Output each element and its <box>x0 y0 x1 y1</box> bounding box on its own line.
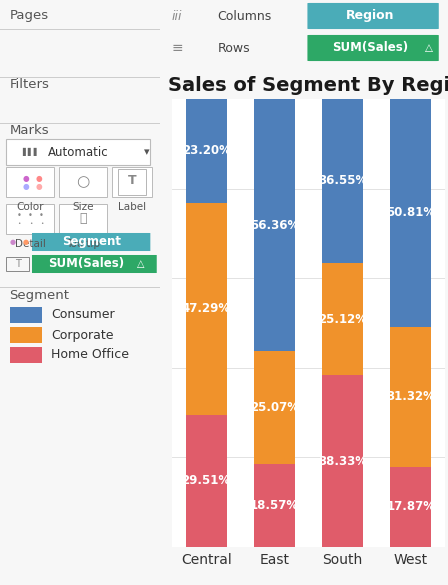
Bar <box>254 352 295 464</box>
Bar <box>185 99 227 203</box>
Text: ●: ● <box>22 174 29 183</box>
Text: Size: Size <box>73 202 94 212</box>
Bar <box>185 415 227 547</box>
Text: ▐▐▐: ▐▐▐ <box>19 147 37 157</box>
Text: ▾: ▾ <box>144 147 150 157</box>
Text: iii: iii <box>172 9 182 22</box>
Text: SUM(Sales): SUM(Sales) <box>48 257 125 270</box>
Text: SUM(Sales): SUM(Sales) <box>332 42 409 54</box>
Bar <box>185 203 227 415</box>
FancyBboxPatch shape <box>307 35 439 61</box>
Text: 25.07%: 25.07% <box>250 401 299 414</box>
Text: ○: ○ <box>77 174 90 190</box>
Text: 29.51%: 29.51% <box>181 474 231 487</box>
Text: ●: ● <box>22 239 29 245</box>
Text: •: • <box>39 211 44 219</box>
Text: Detail: Detail <box>15 239 46 249</box>
FancyBboxPatch shape <box>32 233 151 251</box>
Text: •: • <box>28 211 33 219</box>
Text: •: • <box>29 221 32 225</box>
Text: T: T <box>15 259 21 269</box>
Bar <box>322 263 363 376</box>
Text: Color: Color <box>17 202 44 212</box>
Text: Sales of Segment By Region: Sales of Segment By Region <box>168 76 448 95</box>
Text: Marks: Marks <box>9 125 49 137</box>
Text: 56.36%: 56.36% <box>250 219 299 232</box>
FancyBboxPatch shape <box>307 3 439 29</box>
Text: •: • <box>17 211 22 219</box>
FancyBboxPatch shape <box>6 204 54 234</box>
Bar <box>390 99 431 326</box>
Text: •: • <box>17 221 21 225</box>
Text: Segment: Segment <box>9 290 69 302</box>
Text: Rows: Rows <box>218 42 250 54</box>
Text: 47.29%: 47.29% <box>181 302 231 315</box>
FancyBboxPatch shape <box>9 347 42 363</box>
Text: 36.55%: 36.55% <box>318 174 367 187</box>
Text: ●: ● <box>35 181 42 191</box>
FancyBboxPatch shape <box>32 255 157 273</box>
FancyBboxPatch shape <box>9 307 42 323</box>
Text: ●: ● <box>35 174 42 183</box>
Text: Segment: Segment <box>62 236 121 249</box>
FancyBboxPatch shape <box>6 139 151 165</box>
Bar <box>254 464 295 547</box>
FancyBboxPatch shape <box>59 204 107 234</box>
Bar <box>254 99 295 352</box>
Text: Filters: Filters <box>9 78 49 91</box>
Bar <box>322 376 363 547</box>
Text: Tooltip: Tooltip <box>66 239 100 249</box>
Text: 50.81%: 50.81% <box>386 207 435 219</box>
FancyBboxPatch shape <box>59 167 107 197</box>
Bar <box>322 99 363 263</box>
Text: T: T <box>128 174 136 187</box>
Text: Consumer: Consumer <box>51 308 115 322</box>
Text: Corporate: Corporate <box>51 329 114 342</box>
Text: ●: ● <box>22 181 29 191</box>
Bar <box>390 467 431 547</box>
Text: 38.33%: 38.33% <box>318 455 367 467</box>
Text: Region: Region <box>346 9 395 22</box>
Text: 🗨: 🗨 <box>79 212 87 225</box>
Text: 31.32%: 31.32% <box>387 390 435 403</box>
Text: Columns: Columns <box>218 9 272 22</box>
Text: ≡: ≡ <box>172 41 183 55</box>
Text: Label: Label <box>118 202 146 212</box>
Text: Home Office: Home Office <box>51 349 129 362</box>
Text: 23.20%: 23.20% <box>182 144 231 157</box>
Text: △: △ <box>425 43 433 53</box>
FancyBboxPatch shape <box>9 327 42 343</box>
Text: 17.87%: 17.87% <box>386 501 435 514</box>
FancyBboxPatch shape <box>6 167 54 197</box>
Text: ●: ● <box>9 239 16 245</box>
Text: 18.57%: 18.57% <box>250 499 299 512</box>
Text: Automatic: Automatic <box>48 146 108 159</box>
Text: △: △ <box>137 259 145 269</box>
Text: Pages: Pages <box>9 9 49 22</box>
Text: 25.12%: 25.12% <box>318 312 367 325</box>
Text: •: • <box>40 221 43 225</box>
Bar <box>390 326 431 467</box>
FancyBboxPatch shape <box>112 167 152 197</box>
